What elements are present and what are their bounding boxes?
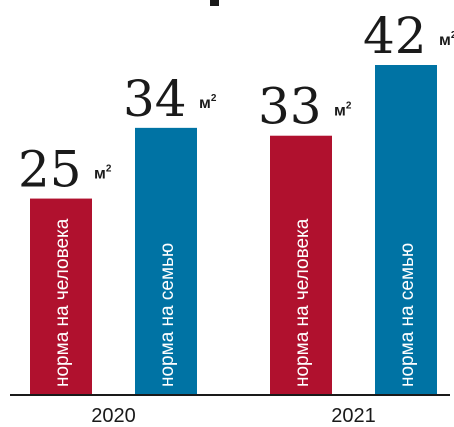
bar-inner-label: норма на семью [157, 243, 178, 387]
x-tick-labels: 2020 2021 [91, 405, 376, 427]
bar-inner-label: норма на человека [52, 218, 73, 387]
cropped-heading-fragment [210, 0, 219, 6]
bar-2020-family [135, 127, 197, 395]
data-value-label: 42 [363, 7, 427, 65]
data-value-label: 33 [258, 78, 322, 136]
bars-group [30, 65, 437, 395]
unit-label: м2 [334, 101, 352, 120]
data-value-label: 25 [18, 141, 82, 199]
x-tick-label-2020: 2020 [91, 405, 136, 427]
bar-2020-person [30, 198, 92, 395]
labels-group: норма на человека 25 м2 норма на семью 34 м2 н… [18, 7, 454, 387]
data-value-label: 34 [123, 70, 187, 128]
unit-label: м2 [439, 30, 454, 49]
bar-2021-family [375, 65, 437, 395]
bar-2021-person [270, 135, 332, 395]
bar-inner-label: норма на человека [292, 218, 313, 387]
unit-label: м2 [199, 93, 217, 112]
bar-inner-label: норма на семью [397, 243, 418, 387]
unit-label: м2 [94, 164, 112, 183]
x-tick-label-2021: 2021 [331, 405, 376, 427]
